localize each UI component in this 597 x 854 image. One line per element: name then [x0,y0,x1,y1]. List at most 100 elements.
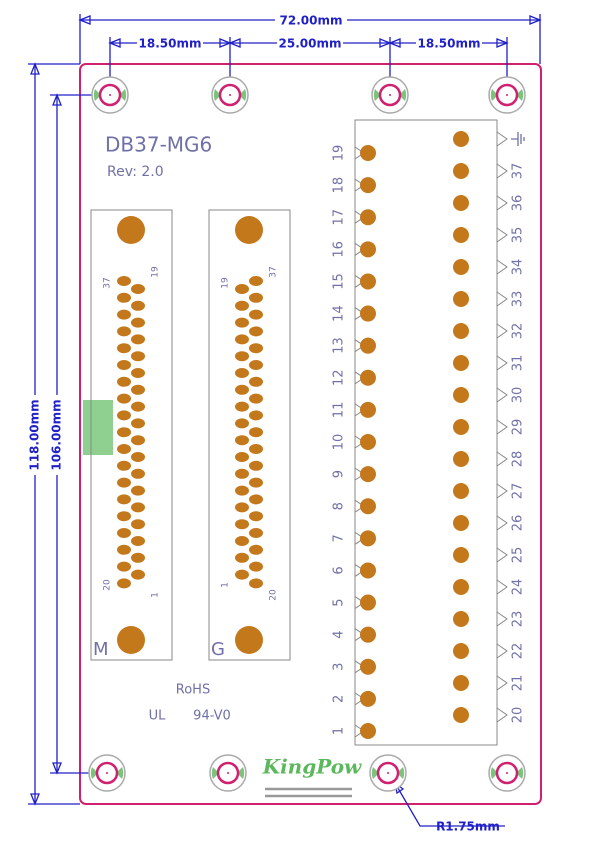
terminal-arrow [496,707,508,723]
terminal-label: 18 [332,177,347,194]
dim-height: 118.00mm [28,399,42,470]
terminal-label: 8 [332,502,347,510]
pin [131,536,145,546]
terminal-label: 19 [332,145,347,162]
pin [117,410,131,421]
pin [249,544,263,555]
pin [117,460,131,471]
terminal-pad [453,355,469,371]
terminal-pad [360,241,376,258]
pin [117,477,131,488]
terminal-arrow [496,451,508,467]
pin [131,452,145,462]
mount-pad [235,216,263,244]
pin [235,468,249,479]
terminal-pad [360,145,376,161]
pin [235,351,249,362]
connector-outline [208,209,291,661]
pin [235,418,249,429]
pin [249,326,263,337]
terminal-pad [453,579,469,595]
terminal-pad [453,451,469,467]
terminal-label: 36 [511,195,526,212]
pin [131,317,145,328]
pin [249,360,263,370]
pin [249,376,263,387]
terminal-pad [453,675,469,691]
hole-center [389,94,391,96]
terminal-pad [360,690,376,707]
terminal-pad [453,515,469,531]
pin-label: 37 [269,266,279,277]
terminal-arrow [496,291,508,307]
terminal-arrow [496,675,508,691]
pin [249,343,263,354]
pin-label: 20 [269,589,279,601]
terminal-pad [453,131,469,147]
pin [117,561,131,572]
terminal-pad [360,594,376,611]
terminal-label: 26 [511,515,526,532]
hole-center [229,94,231,96]
pin [235,435,249,446]
pin [131,519,145,530]
terminal-label: 3 [332,663,347,671]
dim-width: 72.00mm [280,14,343,28]
terminal-arrow [496,515,508,531]
terminal-label: 11 [332,402,347,419]
terminal-pad [453,259,469,275]
terminal-pad [453,227,469,243]
terminal-label: 24 [511,579,526,596]
pin-label: 20 [103,579,113,591]
pin [117,292,131,303]
terminal-label: 16 [332,241,347,258]
terminal-arrow [496,643,508,659]
pin [249,578,263,589]
pin [131,300,145,311]
terminal-label: 34 [511,259,526,276]
terminal-pad [360,273,376,290]
pin [131,435,145,446]
terminal-label: 1 [332,727,347,735]
mount-pad [117,626,145,654]
connector-label: G [211,639,225,660]
pin [235,317,249,328]
terminal-label: 28 [511,451,526,468]
terminal-label: 15 [332,273,347,290]
pin [249,292,263,303]
hole-center [109,94,111,96]
terminal-label: 29 [511,419,526,436]
terminal-label: 14 [332,305,347,322]
terminal-label: 6 [332,566,347,574]
terminal-arrow [496,195,508,211]
terminal-label: 37 [511,163,526,180]
pin [235,401,249,412]
dim-hole-span: 106.00mm [50,399,64,470]
terminal-label: 33 [511,291,526,308]
board-title: DB37-MG6 [105,133,212,157]
pin [131,468,145,479]
rohs-label: RoHS [176,683,210,698]
terminal-pad [360,305,376,322]
pin [131,552,145,563]
terminal-pad [453,323,469,339]
terminal-label: 17 [332,209,347,226]
pin [117,444,131,454]
terminal-label: 2 [332,695,347,703]
pin-label: 37 [103,277,113,288]
pin [131,384,145,395]
terminal-pad [360,337,376,354]
pin [235,300,249,311]
terminal-arrow [496,227,508,243]
dim-hole-radius: R1.75mm [436,820,500,834]
pin [131,485,145,496]
dim-spacing-middle: 25.00mm [279,37,342,51]
brand-logo: KingPow [262,755,362,779]
pin [235,519,249,530]
terminal-pad [453,291,469,307]
pin [235,485,249,496]
pin [131,502,145,513]
hole-center [227,772,229,774]
terminal-pad [453,643,469,659]
